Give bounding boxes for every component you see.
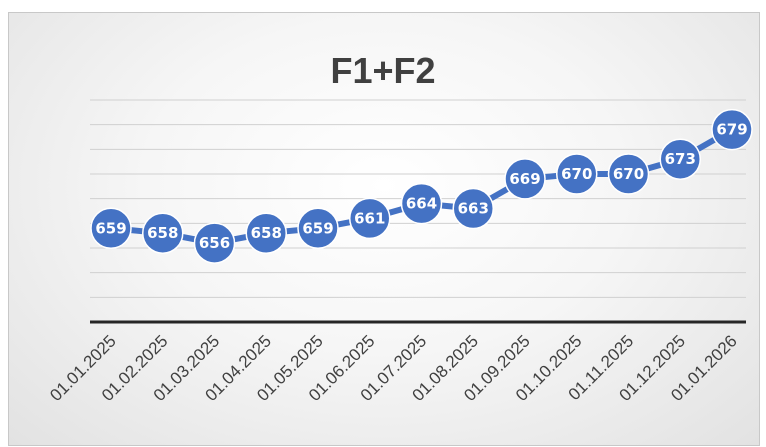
data-label: 669	[509, 170, 540, 188]
data-label: 670	[613, 165, 644, 183]
data-label: 659	[95, 219, 126, 237]
data-label: 658	[147, 224, 178, 242]
data-label: 661	[354, 209, 385, 227]
data-label: 659	[302, 219, 333, 237]
data-label: 664	[406, 195, 437, 213]
data-point	[349, 197, 391, 240]
data-point	[142, 212, 184, 254]
data-point	[556, 153, 598, 195]
data-point	[297, 207, 339, 250]
data-label: 673	[665, 150, 696, 168]
data-point	[659, 138, 701, 180]
data-point	[607, 153, 650, 195]
data-label: 658	[251, 224, 282, 242]
data-label: 679	[716, 121, 747, 139]
data-point	[711, 108, 753, 151]
data-point	[90, 207, 132, 250]
chart-title: F1+F2	[330, 50, 436, 91]
data-point	[400, 182, 443, 225]
data-point	[452, 187, 494, 230]
data-point	[193, 222, 236, 264]
data-label: 670	[561, 165, 592, 183]
data-label: 663	[458, 200, 489, 218]
data-point	[504, 158, 546, 200]
data-label: 656	[199, 234, 230, 252]
data-point	[245, 212, 287, 254]
